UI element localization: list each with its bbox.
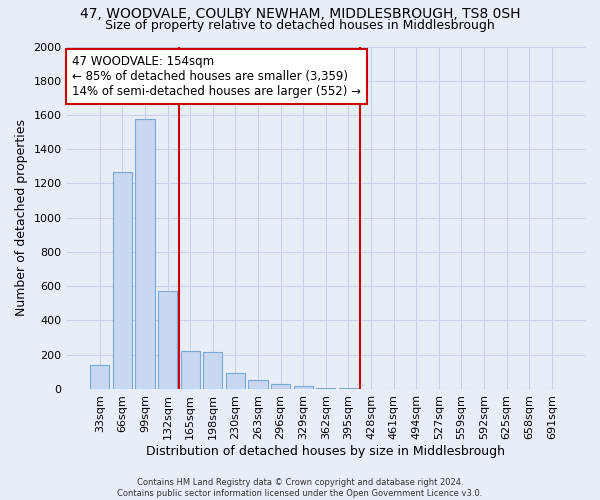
Text: 47, WOODVALE, COULBY NEWHAM, MIDDLESBROUGH, TS8 0SH: 47, WOODVALE, COULBY NEWHAM, MIDDLESBROU… [80,8,520,22]
Text: Contains HM Land Registry data © Crown copyright and database right 2024.
Contai: Contains HM Land Registry data © Crown c… [118,478,482,498]
Bar [248,380,268,389]
Bar [136,120,155,389]
Bar [158,292,177,389]
Bar [271,384,290,389]
Bar [226,372,245,389]
Bar [339,388,358,389]
Bar [113,172,132,389]
X-axis label: Distribution of detached houses by size in Middlesbrough: Distribution of detached houses by size … [146,444,505,458]
Text: 47 WOODVALE: 154sqm
← 85% of detached houses are smaller (3,359)
14% of semi-det: 47 WOODVALE: 154sqm ← 85% of detached ho… [72,55,361,98]
Text: Size of property relative to detached houses in Middlesbrough: Size of property relative to detached ho… [105,18,495,32]
Bar [316,388,335,389]
Y-axis label: Number of detached properties: Number of detached properties [15,119,28,316]
Bar [181,352,200,389]
Bar [203,352,223,389]
Bar [293,386,313,389]
Bar [90,365,109,389]
